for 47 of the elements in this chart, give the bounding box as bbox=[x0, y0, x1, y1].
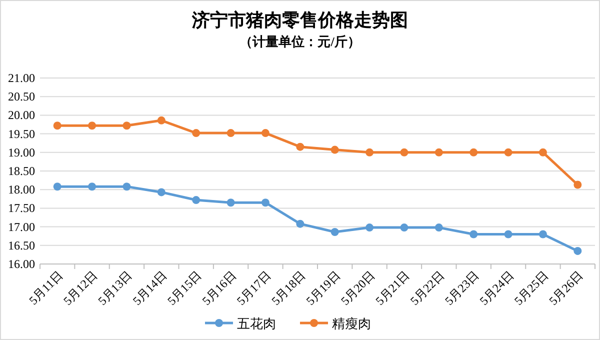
point bbox=[261, 198, 270, 207]
point bbox=[157, 188, 166, 196]
y-tick-label: 16.00 bbox=[8, 257, 35, 271]
point bbox=[434, 148, 443, 156]
point bbox=[330, 146, 339, 154]
y-tick-label: 18.50 bbox=[8, 164, 35, 178]
point bbox=[88, 122, 96, 130]
point bbox=[366, 148, 374, 156]
chart-title: 济宁市猪肉零售价格走势图 bbox=[191, 10, 408, 30]
point bbox=[157, 116, 166, 124]
point bbox=[538, 148, 547, 156]
point bbox=[261, 129, 270, 138]
point bbox=[296, 142, 304, 151]
point bbox=[88, 182, 96, 191]
point bbox=[366, 224, 374, 232]
point bbox=[400, 148, 408, 156]
point bbox=[330, 228, 339, 236]
point bbox=[192, 129, 200, 138]
point bbox=[226, 129, 235, 138]
point bbox=[296, 220, 304, 228]
chart-subtitle: （计量单位：元/斤） bbox=[240, 34, 360, 49]
point bbox=[226, 198, 235, 207]
y-tick-label: 17.00 bbox=[8, 220, 35, 234]
point bbox=[538, 230, 547, 238]
point bbox=[192, 196, 200, 204]
point bbox=[53, 182, 62, 191]
point bbox=[470, 230, 478, 238]
y-tick-label: 16.50 bbox=[8, 238, 35, 252]
point bbox=[504, 230, 512, 238]
point bbox=[122, 182, 131, 191]
y-tick-label: 20.00 bbox=[8, 108, 35, 122]
y-tick-label: 19.00 bbox=[8, 145, 35, 160]
point bbox=[53, 122, 62, 130]
point bbox=[400, 224, 408, 232]
point bbox=[434, 224, 443, 232]
point bbox=[504, 148, 512, 156]
y-tick-label: 17.50 bbox=[8, 201, 35, 216]
legend-label: 五花肉 bbox=[237, 317, 276, 332]
point bbox=[122, 122, 131, 130]
y-tick-label: 19.50 bbox=[8, 126, 35, 141]
y-tick-label: 18.00 bbox=[8, 182, 35, 197]
point bbox=[574, 180, 582, 189]
point bbox=[574, 246, 582, 255]
y-tick-label: 21.00 bbox=[8, 71, 35, 85]
legend-label: 精瘦肉 bbox=[332, 317, 371, 332]
y-tick-label: 20.50 bbox=[8, 90, 35, 104]
point bbox=[470, 148, 478, 156]
